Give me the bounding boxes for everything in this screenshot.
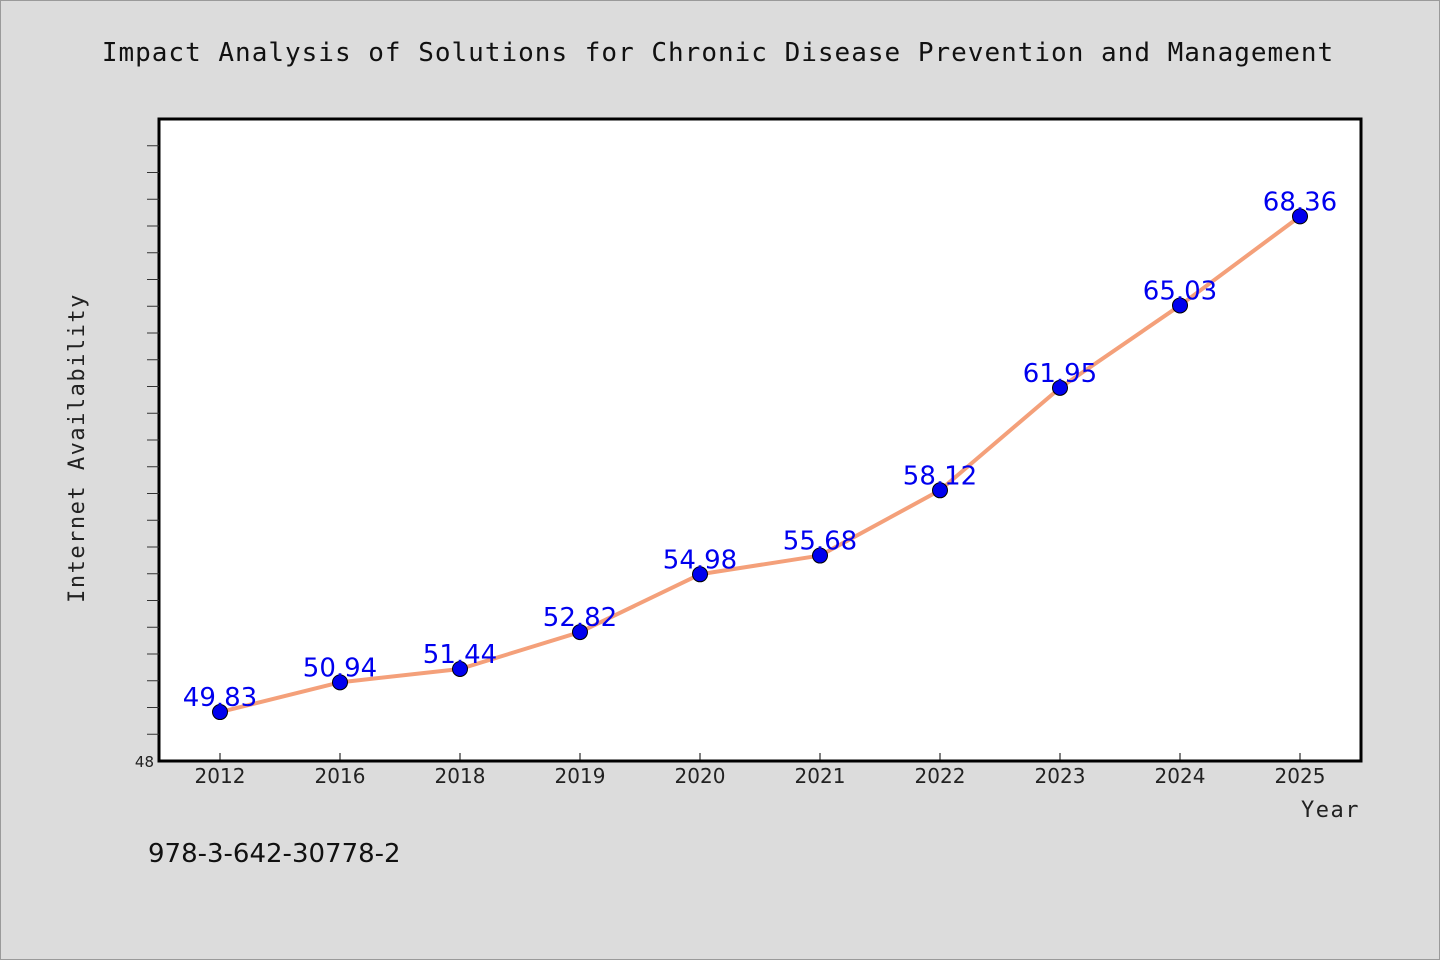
data-label: 58.12: [903, 461, 977, 491]
data-label: 51.44: [423, 640, 497, 670]
data-label: 52.82: [543, 603, 617, 633]
x-tick-label: 2022: [915, 764, 966, 788]
data-labels: 49.83 50.94 51.44 52.82 54.98 55.68 58.12 61.95…: [183, 187, 1337, 713]
x-tick-label: 2020: [675, 764, 726, 788]
data-point: [572, 624, 588, 641]
x-tick-label: 2024: [1155, 764, 1206, 788]
chart-title: Impact Analysis of Solutions for Chronic…: [102, 38, 1334, 68]
y-tick-label: 48: [135, 753, 154, 771]
data-point: [1172, 297, 1188, 314]
data-label: 55.68: [783, 527, 857, 557]
x-tick-label: 2016: [315, 764, 366, 788]
data-point: [212, 704, 228, 721]
data-label: 49.83: [183, 683, 257, 713]
y-axis-ticks: 48: [135, 145, 159, 771]
x-tick-label: 2019: [555, 764, 606, 788]
data-point: [1292, 208, 1308, 225]
x-axis-label: Year: [1301, 798, 1360, 823]
isbn-text: 978-3-642-30778-2: [148, 839, 401, 869]
x-tick-label: 2023: [1035, 764, 1086, 788]
series-path: [218, 214, 1302, 715]
x-tick-label: 2025: [1275, 764, 1326, 788]
y-axis-label: Internet Availability: [65, 293, 90, 603]
data-point: [332, 674, 348, 691]
data-point: [692, 566, 708, 583]
series-line: [218, 214, 1302, 715]
data-label: 65.03: [1143, 276, 1217, 306]
data-label: 54.98: [663, 545, 737, 575]
x-tick-label: 2012: [195, 764, 246, 788]
x-axis-ticks: 2012 2016 2018 2019 2020 2021 2022 2023 2024 2025: [195, 753, 1326, 788]
data-point: [452, 660, 468, 677]
data-point: [932, 482, 948, 499]
x-tick-label: 2021: [795, 764, 846, 788]
series-markers: [212, 208, 1308, 721]
data-label: 61.95: [1023, 359, 1097, 389]
data-label: 50.94: [303, 653, 377, 683]
x-tick-label: 2018: [435, 764, 486, 788]
data-point: [1052, 379, 1068, 396]
data-point: [812, 547, 828, 564]
data-label: 68.36: [1263, 187, 1337, 217]
plot-area: [157, 117, 1363, 763]
